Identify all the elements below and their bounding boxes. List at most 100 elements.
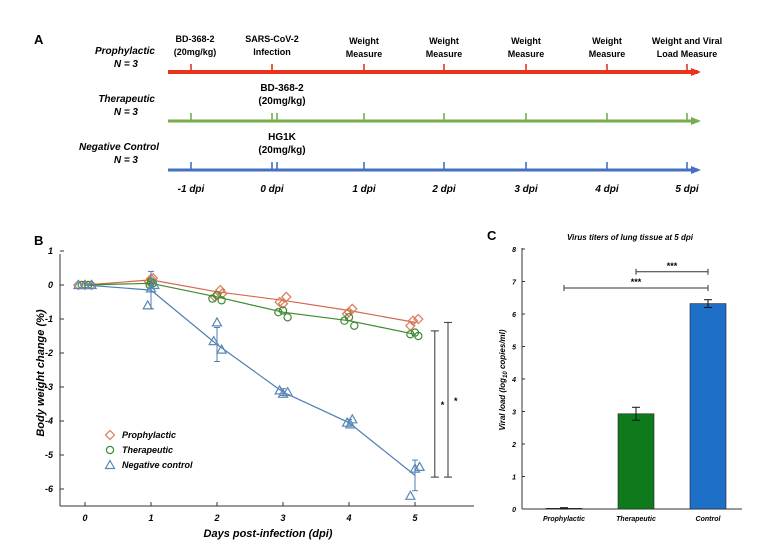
group-label-prophylactic: Prophylactic xyxy=(95,46,155,57)
panel-b-y-tick-label: 1 xyxy=(48,246,53,256)
panel-b-x-tick-label: 4 xyxy=(345,513,351,523)
data-point-therapeutic xyxy=(410,328,420,337)
group-label-negative: Negative Control xyxy=(79,142,159,153)
data-point-therapeutic xyxy=(217,296,226,305)
legend-marker xyxy=(104,429,116,441)
data-point-negative-control xyxy=(414,461,426,471)
panel-b-y-title: Body weight change (%) xyxy=(35,309,47,436)
bar-therapeutic xyxy=(617,413,655,510)
category-label-prophylactic: Prophylactic xyxy=(543,516,585,523)
event-1-line1: BD-368-2 xyxy=(175,34,214,44)
data-point-therapeutic xyxy=(406,330,415,339)
data-point-negative-control xyxy=(404,490,416,500)
data-point-prophylactic xyxy=(280,291,292,303)
panel-b-y-tick-label: -2 xyxy=(45,348,53,358)
panel-c-y-title-main: Viral load (log xyxy=(498,378,507,431)
legend-label: Negative control xyxy=(122,460,193,470)
panel-b-legend: Prophylactic Therapeutic Negative control xyxy=(104,429,193,470)
panel-c-y-tick-label: 0 xyxy=(512,507,516,514)
legend-label: Prophylactic xyxy=(122,430,176,440)
data-point-negative-control xyxy=(72,279,84,290)
data-point-negative-control xyxy=(142,299,154,310)
event-4-line1: Weight xyxy=(429,36,459,46)
group-n-negative: N = 3 xyxy=(114,155,139,166)
series-line-therapeutic xyxy=(84,282,416,335)
day-label-1: 1 dpi xyxy=(352,184,376,195)
day-label-3: 3 dpi xyxy=(514,184,538,195)
panel-c-y-tick-label: 5 xyxy=(512,345,516,352)
panel-c-significance: *** *** xyxy=(563,261,709,291)
panel-b-series xyxy=(72,270,426,500)
panel-b-y-tick-label: -3 xyxy=(45,382,53,392)
data-point-negative-control xyxy=(274,384,286,395)
panel-c-bars: Prophylactic Therapeutic Control xyxy=(543,299,727,523)
event-6-line2: Measure xyxy=(589,49,626,59)
timeline-ticks xyxy=(190,64,688,171)
control-drug-line2: (20mg/kg) xyxy=(258,145,305,156)
panel-b-x-tick-label: 2 xyxy=(213,513,219,523)
panel-c-y-ticks: 0 1 2 3 4 5 6 7 8 xyxy=(511,247,525,514)
panel-b-y-tick-label: -6 xyxy=(45,484,54,494)
panel-c-y-tick-label: 1 xyxy=(512,475,516,482)
panel-c-y-tick-label: 8 xyxy=(512,247,516,254)
event-5-line1: Weight xyxy=(511,36,541,46)
panel-b-x-tick-label: 3 xyxy=(280,513,285,523)
panel-b-y-tick-label: 0 xyxy=(48,280,53,290)
data-point-therapeutic xyxy=(278,306,288,315)
data-point-prophylactic xyxy=(274,296,286,308)
data-point-negative-control xyxy=(344,418,356,429)
panel-c-y-tick-label: 2 xyxy=(511,442,516,449)
data-point-negative-control xyxy=(409,462,421,473)
therapeutic-drug-line1: BD-368-2 xyxy=(260,83,304,94)
day-label-4: 4 dpi xyxy=(594,184,619,195)
panel-c-y-title: Viral load (log10 copies/ml) xyxy=(498,329,509,430)
panel-b-x-ticks: 0 1 2 3 4 5 xyxy=(82,502,418,523)
day-label-2: 2 dpi xyxy=(431,184,456,195)
panel-c-y-tick-label: 4 xyxy=(511,377,516,384)
data-point-negative-control xyxy=(86,279,98,290)
data-point-therapeutic xyxy=(283,313,292,322)
data-point-prophylactic xyxy=(277,298,289,310)
event-3-line1: Weight xyxy=(349,36,379,46)
category-label-control: Control xyxy=(696,516,722,523)
panel-c-letter: C xyxy=(487,228,497,243)
panel-c-y-tick-label: 3 xyxy=(512,410,516,417)
group-n-therapeutic: N = 3 xyxy=(114,107,139,118)
category-label-therapeutic: Therapeutic xyxy=(616,516,656,523)
panel-b-x-tick-label: 5 xyxy=(412,513,418,523)
panel-c-y-tick-label: 7 xyxy=(512,280,517,287)
panel-b-x-tick-label: 0 xyxy=(82,513,87,523)
panel-b-significance: * * xyxy=(430,321,458,478)
data-point-prophylactic xyxy=(412,313,424,325)
panel-c-y-tick-label: 6 xyxy=(512,312,516,319)
data-point-prophylactic xyxy=(343,306,355,318)
day-label-0: 0 dpi xyxy=(260,184,284,195)
significance-label: * xyxy=(454,396,458,406)
data-point-negative-control xyxy=(216,343,228,354)
group-label-therapeutic: Therapeutic xyxy=(98,94,155,105)
panel-c-y-title-sub: 10 xyxy=(503,371,509,378)
control-drug-line1: HG1K xyxy=(268,132,297,143)
legend-label: Therapeutic xyxy=(122,445,173,455)
panel-b-y-ticks: 1 0 -1 -2 -3 -4 -5 -6 xyxy=(45,246,64,494)
legend-marker xyxy=(104,459,116,470)
bar-control xyxy=(689,303,727,510)
data-point-therapeutic xyxy=(212,291,222,300)
event-2-line1: SARS-CoV-2 xyxy=(245,34,299,44)
data-point-negative-control xyxy=(277,388,289,398)
panel-b-x-tick-label: 1 xyxy=(148,513,153,523)
significance-label: *** xyxy=(631,277,642,287)
day-label-m1: -1 dpi xyxy=(178,184,205,195)
data-point-prophylactic xyxy=(86,279,97,291)
panel-b-y-tick-label: -5 xyxy=(45,450,54,460)
event-7-line2: Load Measure xyxy=(657,49,718,59)
series-line-prophylactic xyxy=(84,279,416,323)
day-label-5: 5 dpi xyxy=(675,184,699,195)
panel-c-y-title-rest: copies/ml) xyxy=(498,329,507,371)
event-3-line2: Measure xyxy=(346,49,383,59)
panel-b-letter: B xyxy=(34,233,43,248)
therapeutic-drug-line2: (20mg/kg) xyxy=(258,96,305,107)
data-point-negative-control xyxy=(282,386,294,397)
data-point-negative-control xyxy=(211,316,223,327)
